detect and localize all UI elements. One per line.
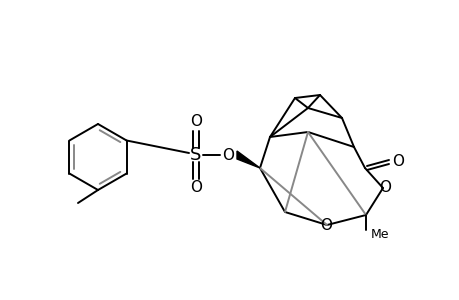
Text: O: O (222, 148, 234, 163)
Text: S: S (190, 146, 201, 164)
Text: O: O (190, 115, 202, 130)
Text: O: O (378, 179, 390, 194)
Text: Me: Me (370, 229, 389, 242)
Text: O: O (391, 154, 403, 169)
Polygon shape (236, 151, 259, 168)
Text: O: O (190, 181, 202, 196)
Text: O: O (319, 218, 331, 233)
